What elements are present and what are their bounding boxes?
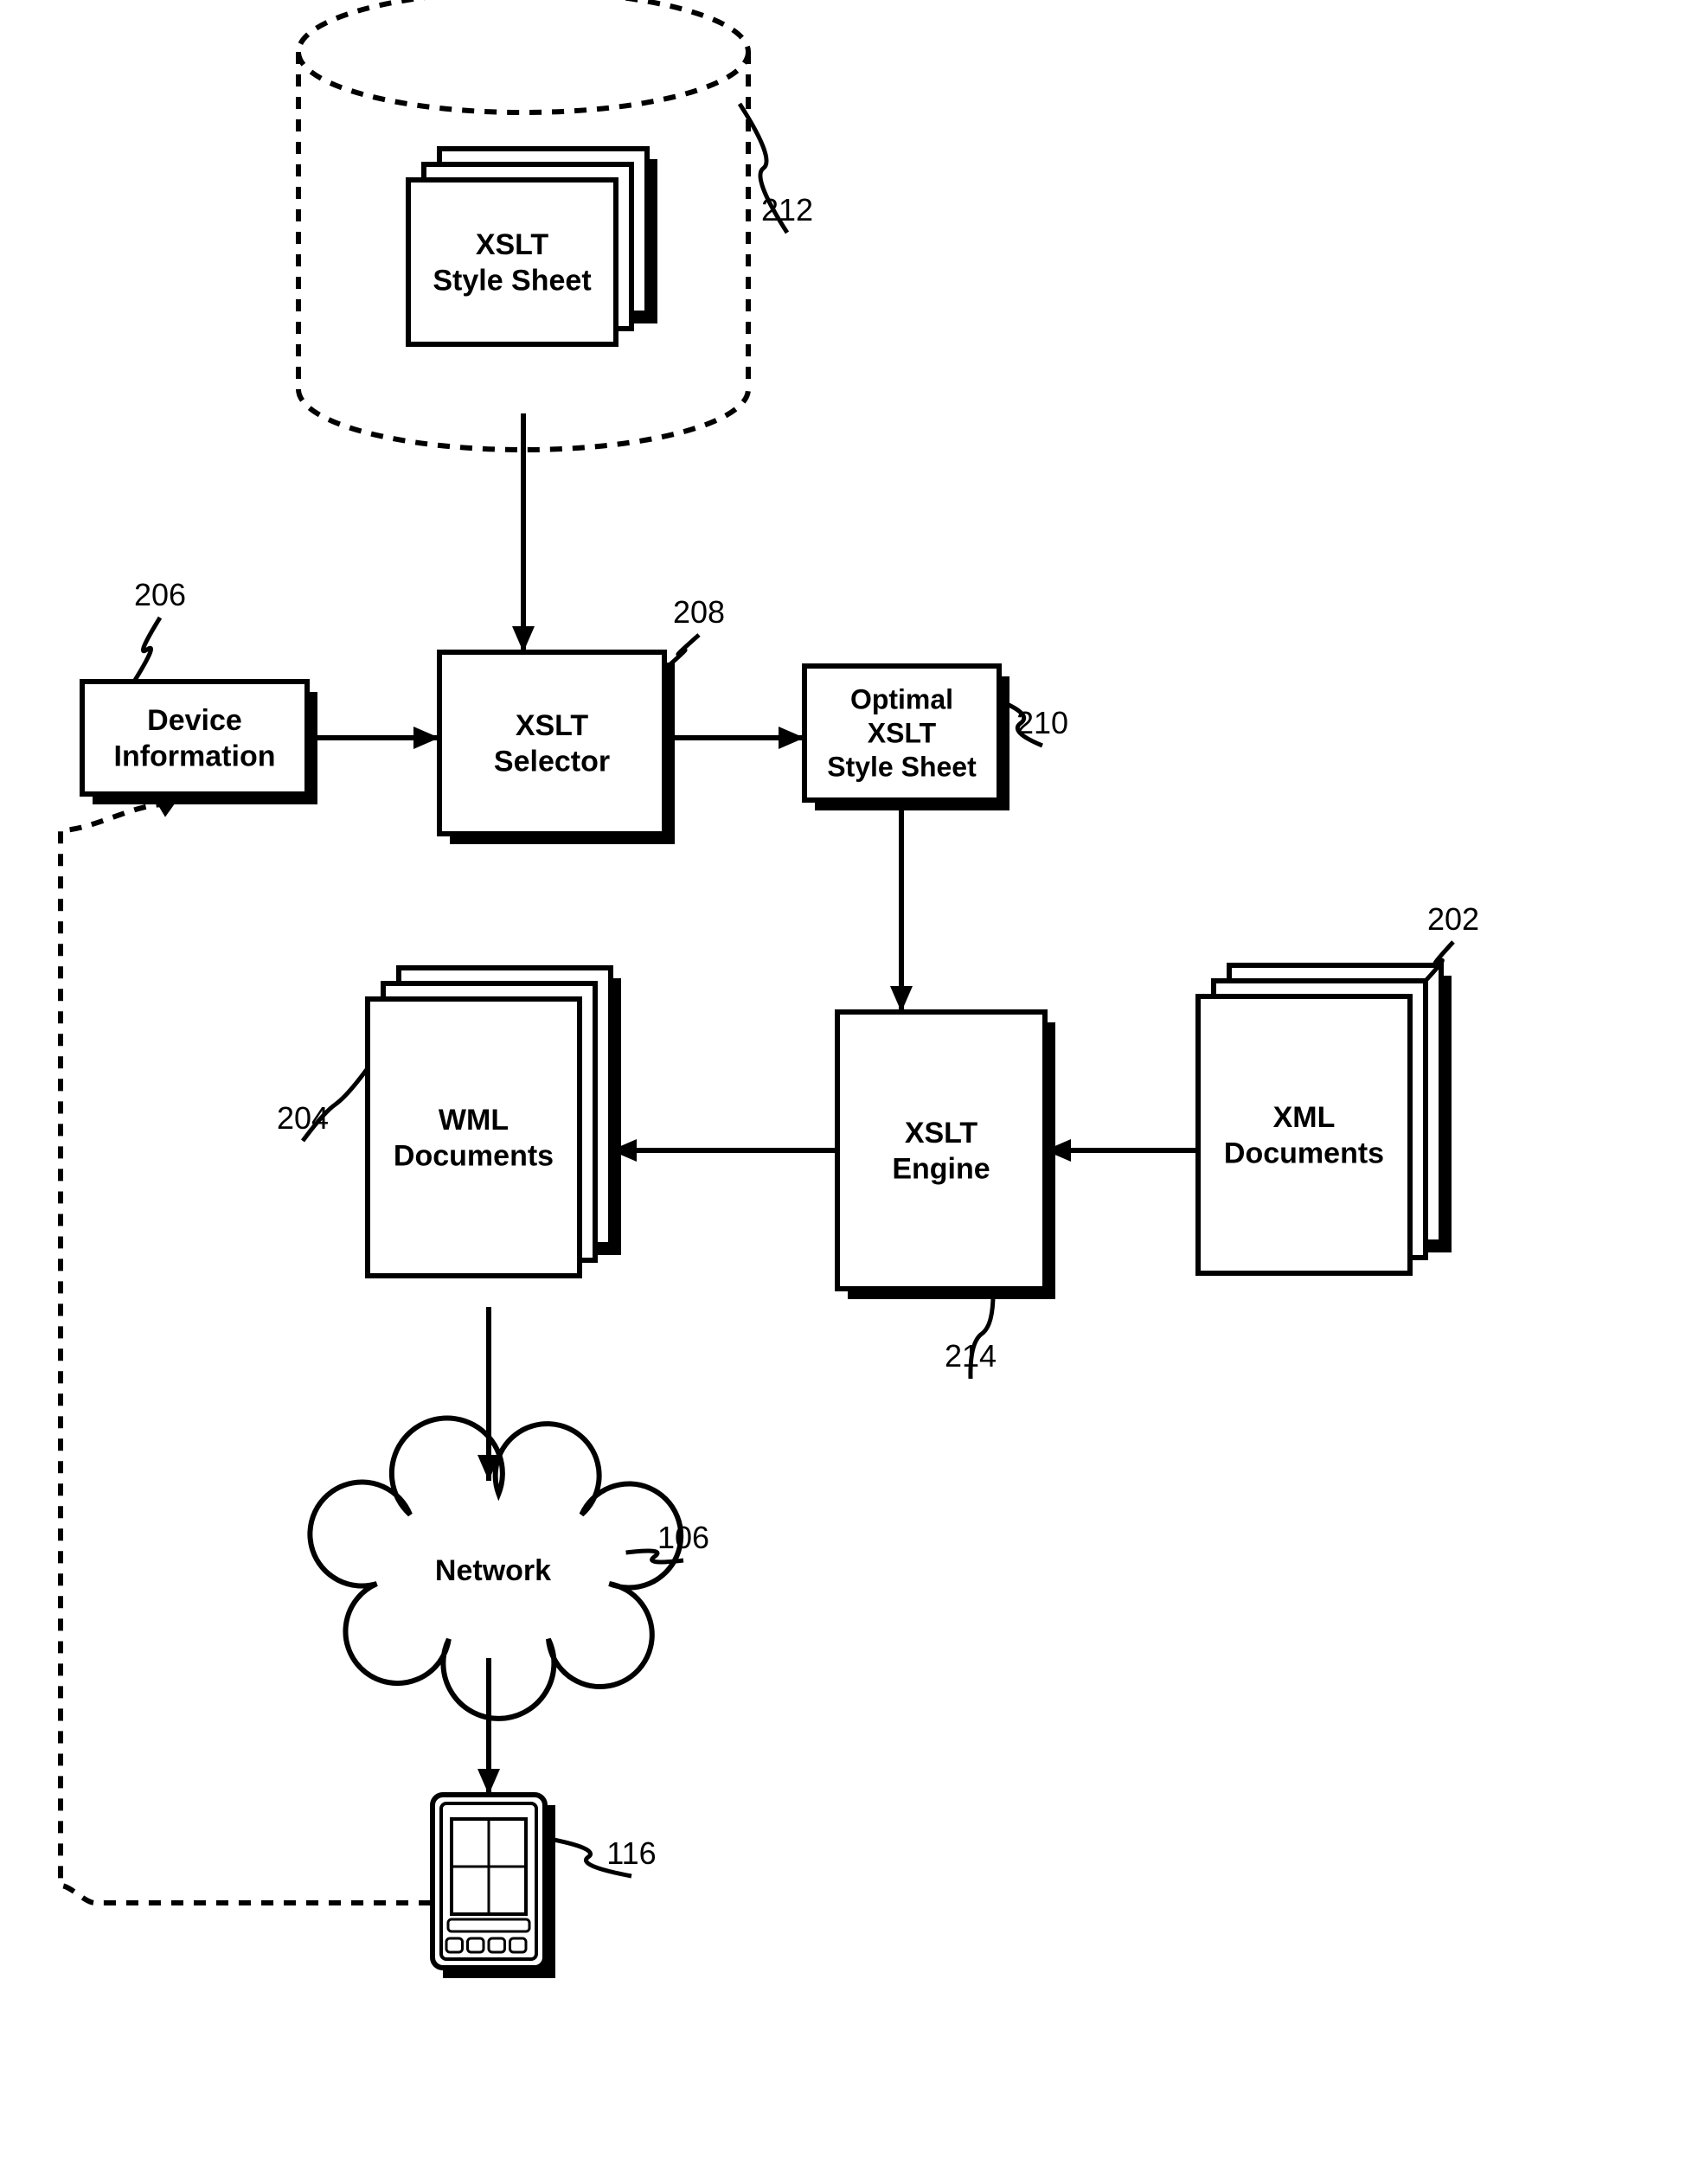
xslt-selector-label: XSLT <box>516 709 589 742</box>
ref-202: 202 <box>1427 901 1479 937</box>
ref-106: 106 <box>657 1520 709 1555</box>
optimal-xslt-label: XSLT <box>868 718 937 749</box>
network-label: Network <box>435 1554 551 1587</box>
wml-documents-label: Documents <box>394 1140 554 1173</box>
ref-208: 208 <box>673 594 725 630</box>
ref-214: 214 <box>945 1338 997 1374</box>
ref-206: 206 <box>134 577 186 612</box>
xml-documents-label: Documents <box>1224 1137 1384 1170</box>
optimal-xslt-label: Style Sheet <box>827 752 977 783</box>
ref-210: 210 <box>1016 705 1068 740</box>
xml-documents-label: XML <box>1273 1101 1336 1134</box>
xslt-engine-label: XSLT <box>905 1117 978 1150</box>
optimal-xslt-label: Optimal <box>850 684 953 715</box>
xslt-style-sheet-label: XSLT <box>476 228 549 261</box>
ref-116: 116 <box>606 1835 656 1871</box>
diagram-canvas: XSLTStyle SheetDeviceInformationXSLTSele… <box>0 0 1692 2184</box>
device-information-label: Device <box>147 704 242 737</box>
xslt-selector-label: Selector <box>494 746 610 778</box>
xslt-style-sheet-label: Style Sheet <box>433 265 591 298</box>
ref-212: 212 <box>761 192 813 227</box>
device-information-label: Information <box>114 740 276 773</box>
xslt-engine-label: Engine <box>892 1153 990 1186</box>
wml-documents-label: WML <box>439 1104 509 1137</box>
ref-204: 204 <box>277 1100 329 1136</box>
